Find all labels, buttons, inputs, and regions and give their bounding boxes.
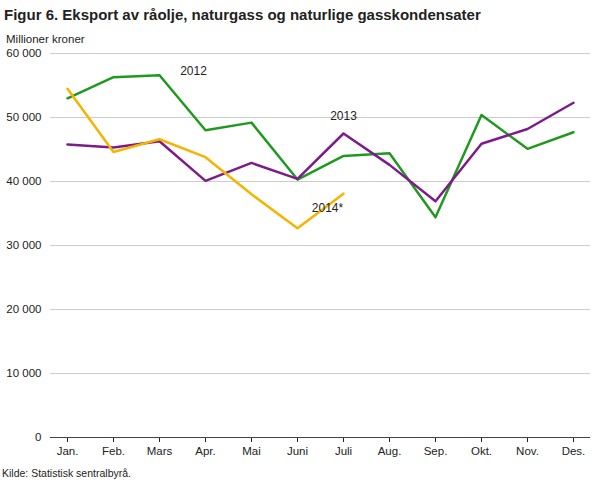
svg-text:40 000: 40 000 — [6, 175, 41, 187]
svg-text:0: 0 — [35, 431, 41, 443]
svg-text:Mars: Mars — [147, 445, 173, 457]
html-text:Kilde: Statistisk sentralbyrå.: Kilde: Statistisk sentralbyrå. — [2, 467, 131, 479]
svg-text:20 000: 20 000 — [6, 303, 41, 315]
svg-text:Mai: Mai — [242, 445, 261, 457]
svg-text:Juli: Juli — [335, 445, 352, 457]
svg-text:Juni: Juni — [287, 445, 308, 457]
html-text:Figur 6. Eksport av råolje, na: Figur 6. Eksport av råolje, naturgass og… — [4, 6, 481, 23]
svg-text:Apr.: Apr. — [195, 445, 215, 457]
svg-text:Aug.: Aug. — [378, 445, 402, 457]
svg-text:Des.: Des. — [562, 445, 586, 457]
svg-text:30 000: 30 000 — [6, 239, 41, 251]
svg-text:Nov.: Nov. — [516, 445, 539, 457]
svg-text:50 000: 50 000 — [6, 111, 41, 123]
svg-text:2012: 2012 — [180, 64, 207, 78]
svg-text:2014*: 2014* — [312, 201, 344, 215]
svg-text:60 000: 60 000 — [6, 47, 41, 59]
svg-text:2013: 2013 — [330, 109, 357, 123]
svg-text:Sep.: Sep. — [424, 445, 448, 457]
svg-text:10 000: 10 000 — [6, 367, 41, 379]
html-text:Millioner kroner: Millioner kroner — [6, 33, 85, 45]
svg-text:Jan.: Jan. — [57, 445, 79, 457]
svg-text:Okt.: Okt. — [471, 445, 492, 457]
svg-text:Feb.: Feb. — [102, 445, 125, 457]
